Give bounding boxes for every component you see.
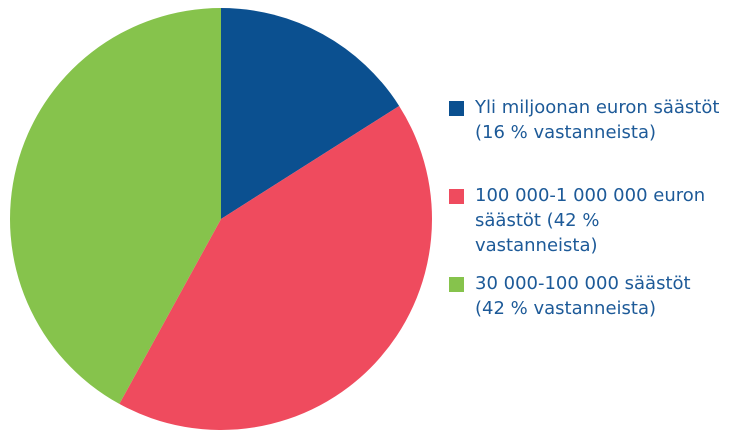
legend-swatch bbox=[449, 277, 464, 292]
pie-slice bbox=[9, 8, 222, 404]
pie-slice bbox=[119, 105, 433, 431]
legend-swatch bbox=[449, 101, 464, 116]
pie-slice bbox=[221, 8, 400, 219]
legend-swatch bbox=[449, 189, 464, 204]
legend-label: 100 000-1 000 000 euron säästöt (42 % va… bbox=[475, 185, 706, 256]
legend-label: Yli miljoonan euron säästöt (16 % vastan… bbox=[475, 97, 720, 143]
legend-label: 30 000-100 000 säästöt (42 % vastanneist… bbox=[475, 273, 691, 319]
